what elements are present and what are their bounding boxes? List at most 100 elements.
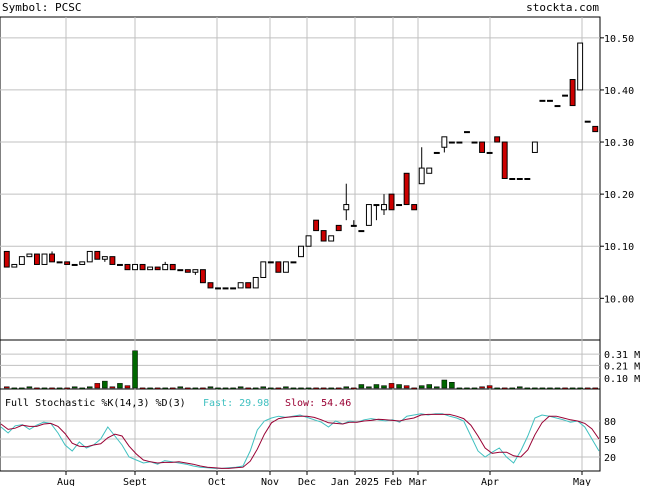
candle-body [365, 204, 372, 226]
candle-body [373, 204, 380, 207]
price-tick-label: 10.50 [604, 34, 634, 45]
volume-bar [403, 385, 410, 389]
volume-bar [464, 387, 470, 390]
candle-body [418, 167, 425, 185]
volume-bar [192, 387, 199, 390]
candle-body [184, 269, 191, 273]
volume-bar [109, 386, 116, 389]
candle-body [305, 235, 312, 247]
volume-bar [139, 387, 146, 390]
volume-bar [411, 387, 417, 390]
candle-body [524, 178, 531, 180]
candle-body [577, 42, 584, 91]
volume-bar [532, 387, 538, 390]
candle-body [267, 261, 274, 264]
x-tick-label: Feb [384, 477, 402, 486]
candle-body [33, 253, 40, 265]
candle-body [26, 253, 33, 258]
candle-body [215, 287, 221, 290]
volume-bar [207, 386, 214, 389]
volume-bar [479, 386, 485, 389]
candle-body [396, 204, 403, 207]
x-tick-label: Aug [57, 477, 75, 486]
candle-body [252, 276, 259, 289]
volume-bar [177, 386, 184, 389]
candle-body [569, 79, 576, 107]
volume-bar [215, 387, 221, 390]
candle-body [441, 136, 448, 148]
candle-body [132, 263, 138, 271]
stochastic-fast-label: Fast: 29.98 [203, 398, 269, 409]
x-tick-label: Jan 2025 [331, 477, 379, 486]
candle-body [64, 261, 71, 265]
candle-body [411, 204, 418, 211]
candle-body [298, 245, 304, 258]
candle-body [358, 230, 365, 233]
candle-body [124, 263, 131, 271]
candle-body [335, 224, 342, 232]
volume-bar [132, 350, 138, 389]
candle-body [11, 263, 18, 268]
candle-body [109, 256, 116, 265]
volume-bar [94, 383, 101, 389]
volume-bar [117, 383, 123, 389]
x-tick-label: Dec [298, 477, 316, 486]
candle-body [199, 269, 206, 284]
candle-body [433, 151, 440, 154]
stochastic-tick-label: 50 [604, 435, 616, 446]
candle-body [350, 224, 357, 227]
price-tick-label: 10.20 [604, 190, 634, 201]
volume-bar [584, 387, 591, 390]
candle-body [328, 235, 335, 242]
candle-body [207, 282, 214, 289]
price-candles [3, 42, 599, 290]
candle-body [554, 105, 561, 108]
volume-bar [434, 386, 440, 389]
candle-body [79, 261, 86, 265]
volume-bar [4, 386, 10, 389]
candle-body [147, 266, 154, 271]
candle-body [562, 94, 569, 97]
volume-bar [328, 387, 334, 390]
volume-bar [222, 387, 229, 390]
volume-bar [79, 387, 85, 390]
volume-bar [169, 387, 176, 390]
volume-bar [592, 387, 598, 390]
volume-bar [335, 387, 342, 390]
volume-bar [471, 387, 478, 390]
volume-bar [185, 387, 191, 390]
volume-bar [396, 384, 402, 389]
volume-bar [358, 384, 365, 389]
volume-bar [501, 387, 508, 390]
volume-bar [162, 387, 168, 390]
x-tick-label: Apr [481, 477, 499, 486]
volume-bar [524, 387, 531, 390]
x-tick-label: Oct [208, 477, 226, 486]
candle-body [139, 263, 146, 271]
x-tick-label: Mar [409, 477, 427, 486]
volume-bar [290, 387, 297, 390]
symbol-label: Symbol: PCSC [2, 1, 81, 14]
candle-body [486, 151, 493, 154]
stochastic-slow-line [0, 413, 600, 469]
candle-body [154, 266, 161, 271]
volume-panel [0, 339, 601, 390]
candle-body [509, 178, 516, 180]
volume-bar [562, 387, 568, 390]
candle-body [18, 256, 25, 265]
candle-body [192, 269, 199, 273]
volume-bar [456, 387, 463, 390]
volume-bar [19, 387, 25, 390]
candle-body [101, 256, 108, 260]
candle-body [501, 141, 508, 179]
volume-bar [64, 387, 70, 390]
volume-bar [547, 387, 553, 390]
volume-bar [56, 387, 63, 390]
stochastic-title: Full Stochastic %K(14,3) %D(3) [5, 398, 186, 409]
x-tick-label: May [573, 477, 591, 486]
volume-bars [4, 350, 598, 390]
candle-body [403, 172, 410, 206]
candle-body [245, 282, 252, 289]
candle-body [456, 141, 463, 144]
candle-body [592, 125, 599, 133]
